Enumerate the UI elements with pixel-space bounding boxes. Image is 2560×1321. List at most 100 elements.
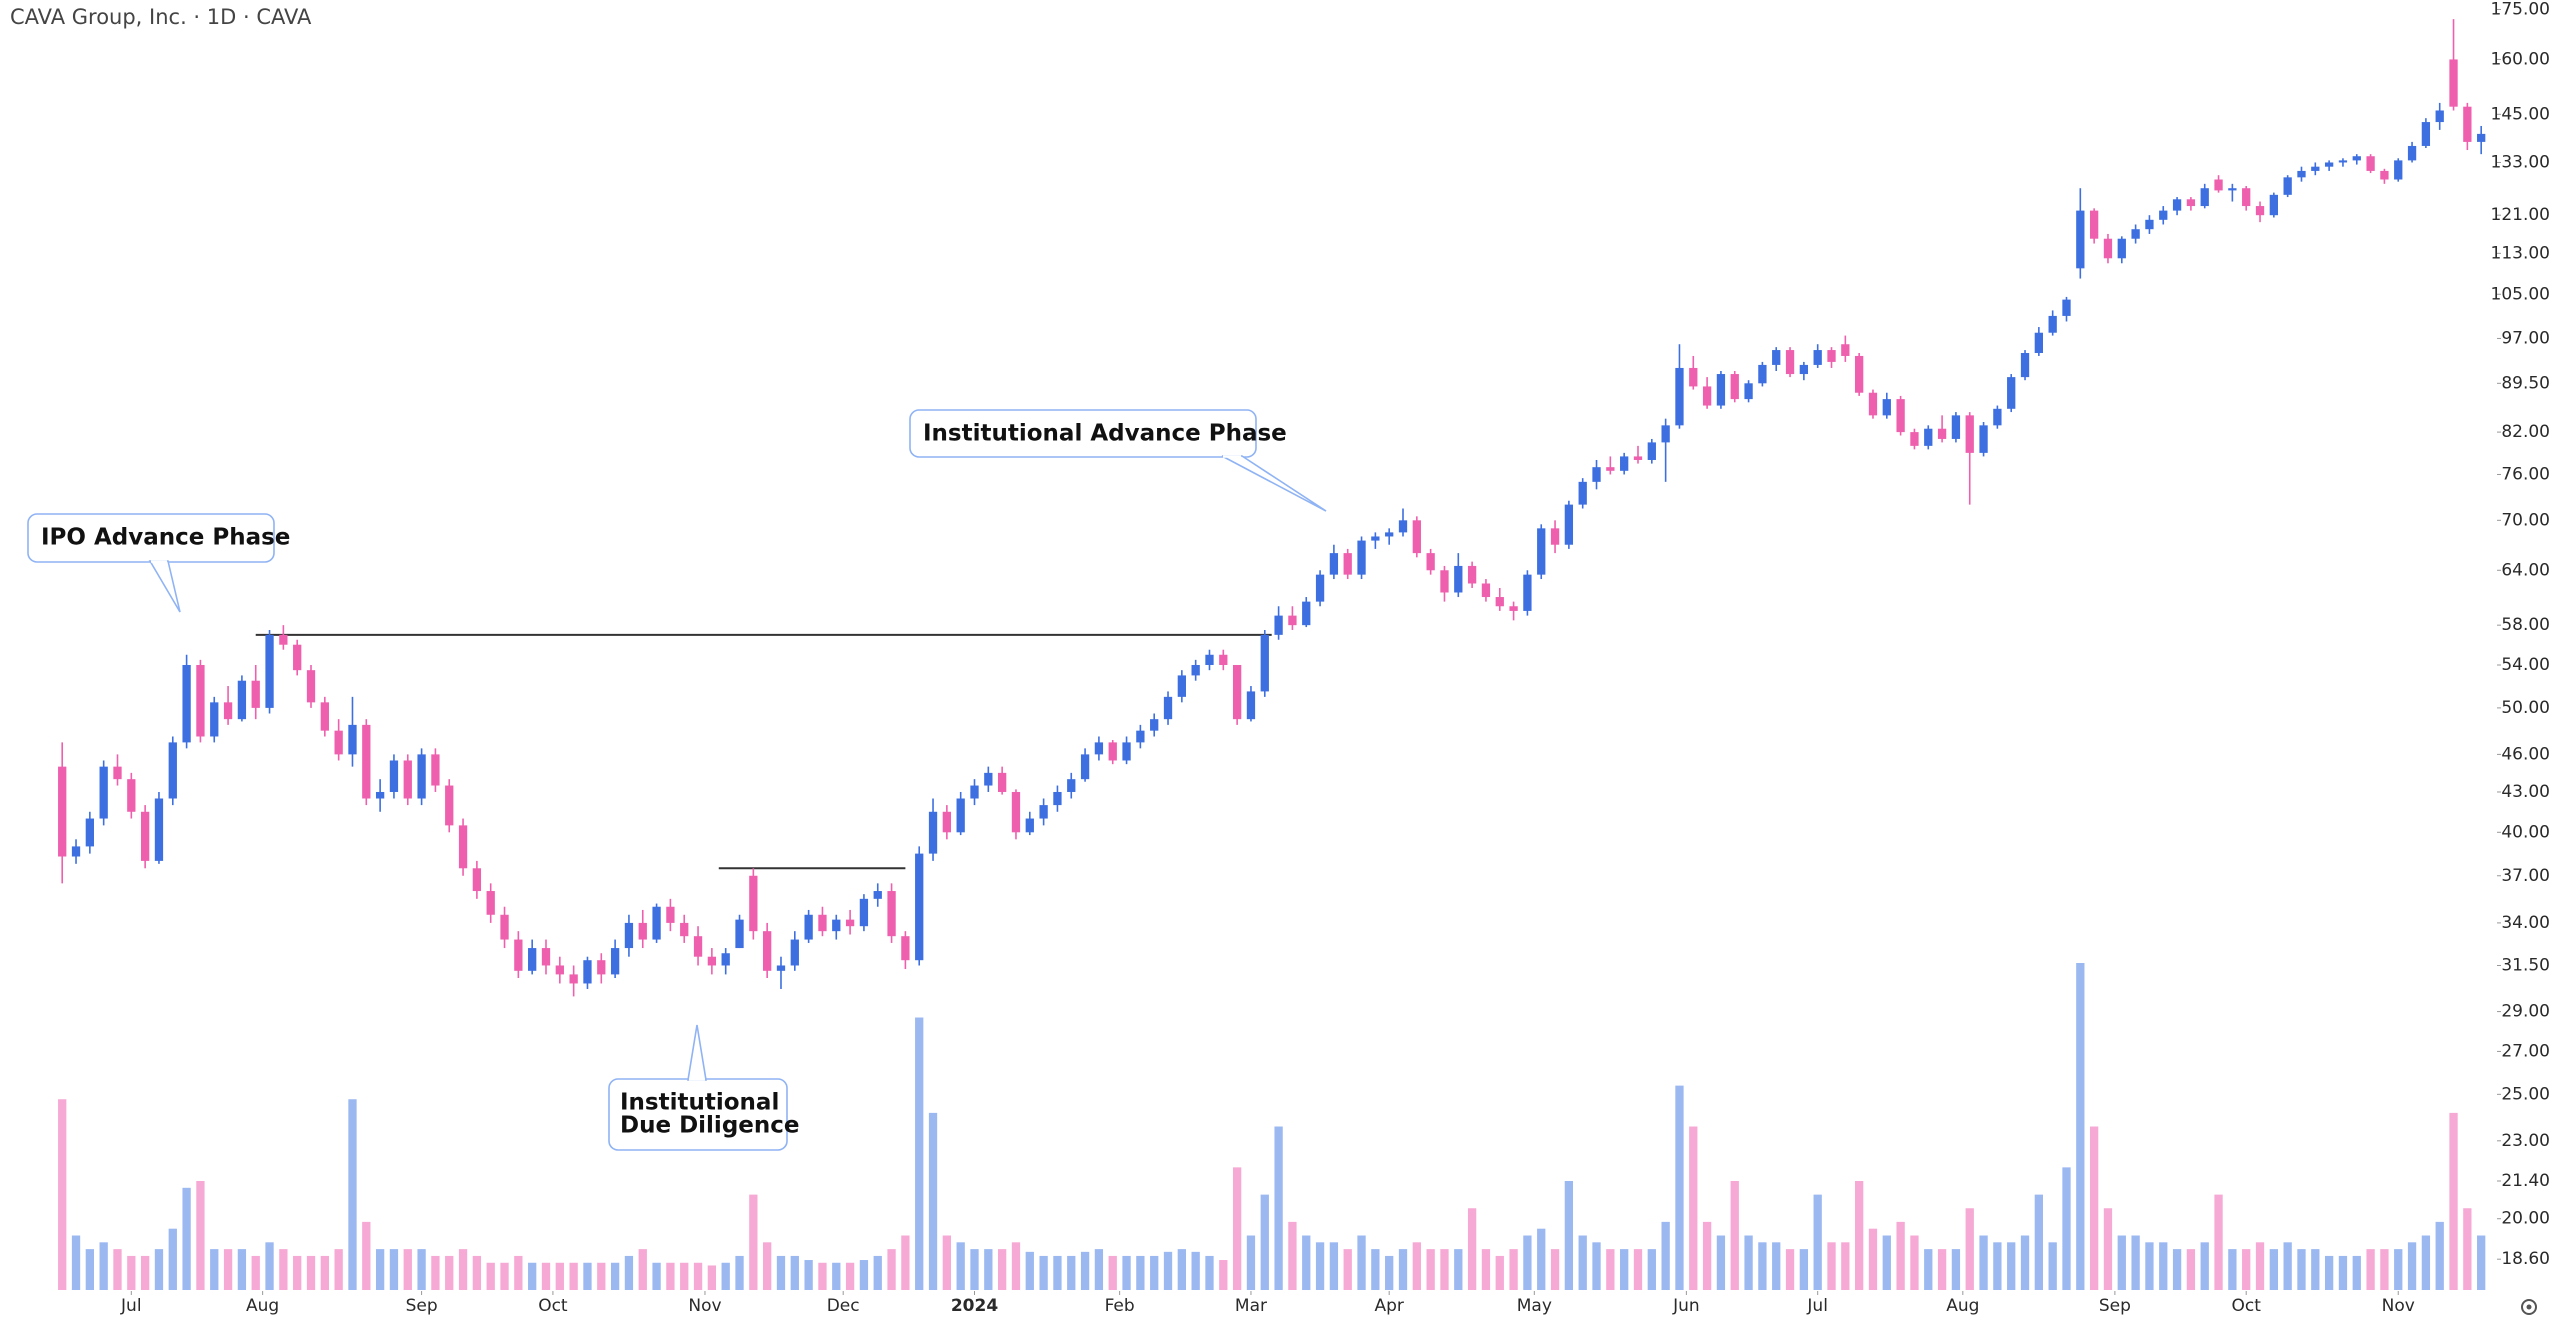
volume-bar — [2421, 1235, 2431, 1290]
y-tick-label: 18.60 — [2501, 1249, 2550, 1269]
volume-bar — [486, 1262, 495, 1290]
volume-bar — [1412, 1242, 1421, 1290]
y-tick-label: 23.00 — [2501, 1131, 2550, 1151]
candle-body — [2048, 315, 2057, 333]
volume-bar — [528, 1262, 537, 1290]
candle-body — [2034, 332, 2043, 354]
candle-body — [472, 868, 482, 892]
candle-body — [2324, 162, 2334, 167]
volume-bar — [2338, 1255, 2348, 1290]
candle-body — [1633, 456, 1643, 460]
candle-body — [652, 906, 661, 940]
y-tick-label: 34.00 — [2501, 913, 2550, 933]
candle-body — [168, 742, 177, 799]
volume-bar — [1799, 1249, 1809, 1290]
candle-body — [1343, 553, 1352, 575]
volume-bar — [873, 1255, 882, 1290]
candle-body — [2159, 210, 2168, 220]
volume-bar — [1440, 1249, 1449, 1290]
candle-body — [859, 898, 869, 927]
volume-bar — [693, 1262, 703, 1290]
annotation-text: Due Diligence — [620, 1113, 800, 1139]
candle-body — [2103, 238, 2113, 259]
volume-bar — [1246, 1235, 1256, 1290]
volume-bar — [2407, 1242, 2417, 1290]
volume-bar — [1039, 1255, 1048, 1290]
volume-bar — [624, 1255, 634, 1290]
volume-bar — [1924, 1249, 1933, 1290]
candle-body — [1440, 570, 1449, 593]
volume-bar — [1951, 1249, 1961, 1290]
volume-bar — [1647, 1249, 1656, 1290]
volume-bar — [1744, 1235, 1753, 1290]
candle-body — [2131, 229, 2140, 239]
volume-bar — [1108, 1255, 1117, 1290]
candle-body — [1288, 615, 1297, 626]
volume-bar — [2172, 1249, 2182, 1290]
y-tick-label: 40.00 — [2501, 822, 2550, 842]
candle-body — [2214, 179, 2223, 191]
y-tick-label: 27.00 — [2501, 1041, 2550, 1061]
candle-body — [1730, 374, 1739, 400]
candle-body — [2380, 170, 2389, 180]
volume-bar — [721, 1262, 730, 1290]
volume-bar — [1260, 1194, 1269, 1290]
y-tick-label: 50.00 — [2501, 698, 2550, 718]
candle-body — [2366, 156, 2375, 171]
volume-bar — [348, 1099, 357, 1290]
volume-bar — [223, 1249, 233, 1290]
candle-body — [182, 664, 191, 743]
candle-body — [956, 798, 965, 833]
annotation-institutional-advance: Institutional Advance Phase — [909, 409, 1327, 512]
candle-body — [1150, 719, 1159, 731]
volume-bar — [998, 1249, 1007, 1290]
settings-gear[interactable] — [2521, 1299, 2537, 1315]
y-tick-label: 31.50 — [2501, 955, 2550, 975]
candle-body — [610, 948, 620, 975]
candle-body — [873, 891, 882, 899]
candle-body — [348, 724, 357, 755]
candle-body — [2020, 353, 2030, 378]
y-tick-label: 175.00 — [2491, 0, 2550, 19]
volume-bar — [1730, 1181, 1739, 1290]
candle-body — [1537, 528, 1546, 575]
candle-body — [154, 798, 164, 861]
candle-body — [2269, 194, 2278, 216]
volume-bar — [1633, 1249, 1643, 1290]
volume-bar — [776, 1255, 786, 1290]
volume-bar — [1011, 1242, 1021, 1290]
volume-bar — [1772, 1242, 1781, 1290]
volume-bar — [1661, 1221, 1670, 1290]
volume-bar — [1523, 1235, 1532, 1290]
volume-bar — [251, 1255, 260, 1290]
candle-body — [58, 766, 67, 857]
volume-bar — [2159, 1242, 2168, 1290]
volume-bar — [2048, 1242, 2057, 1290]
volume-bar — [555, 1262, 564, 1290]
volume-bar — [85, 1249, 94, 1290]
volume-bar — [362, 1221, 371, 1290]
candle-body — [1412, 520, 1421, 554]
candle-body — [1232, 664, 1242, 720]
volume-bar — [1025, 1251, 1034, 1290]
volume-bar — [1191, 1251, 1200, 1290]
volume-bar — [915, 1017, 924, 1290]
candle-body — [237, 680, 247, 720]
volume-bar — [583, 1262, 592, 1290]
candle-body — [984, 772, 993, 786]
volume-bar — [2435, 1221, 2444, 1290]
candle-body — [1246, 691, 1256, 720]
volume-bar — [237, 1249, 247, 1290]
candle-body — [1385, 532, 1394, 537]
x-tick-label: Aug — [246, 1296, 279, 1316]
y-tick-label: 20.00 — [2501, 1209, 2550, 1229]
candle-body — [680, 922, 689, 937]
candle-body — [942, 811, 952, 833]
volume-bar — [818, 1262, 827, 1290]
candle-body — [99, 766, 108, 819]
settings-icon[interactable] — [2521, 1299, 2537, 1315]
volume-bar — [265, 1242, 274, 1290]
candle-body — [1219, 654, 1228, 665]
y-tick-label: 54.00 — [2501, 655, 2550, 675]
candle-body — [2352, 156, 2361, 161]
